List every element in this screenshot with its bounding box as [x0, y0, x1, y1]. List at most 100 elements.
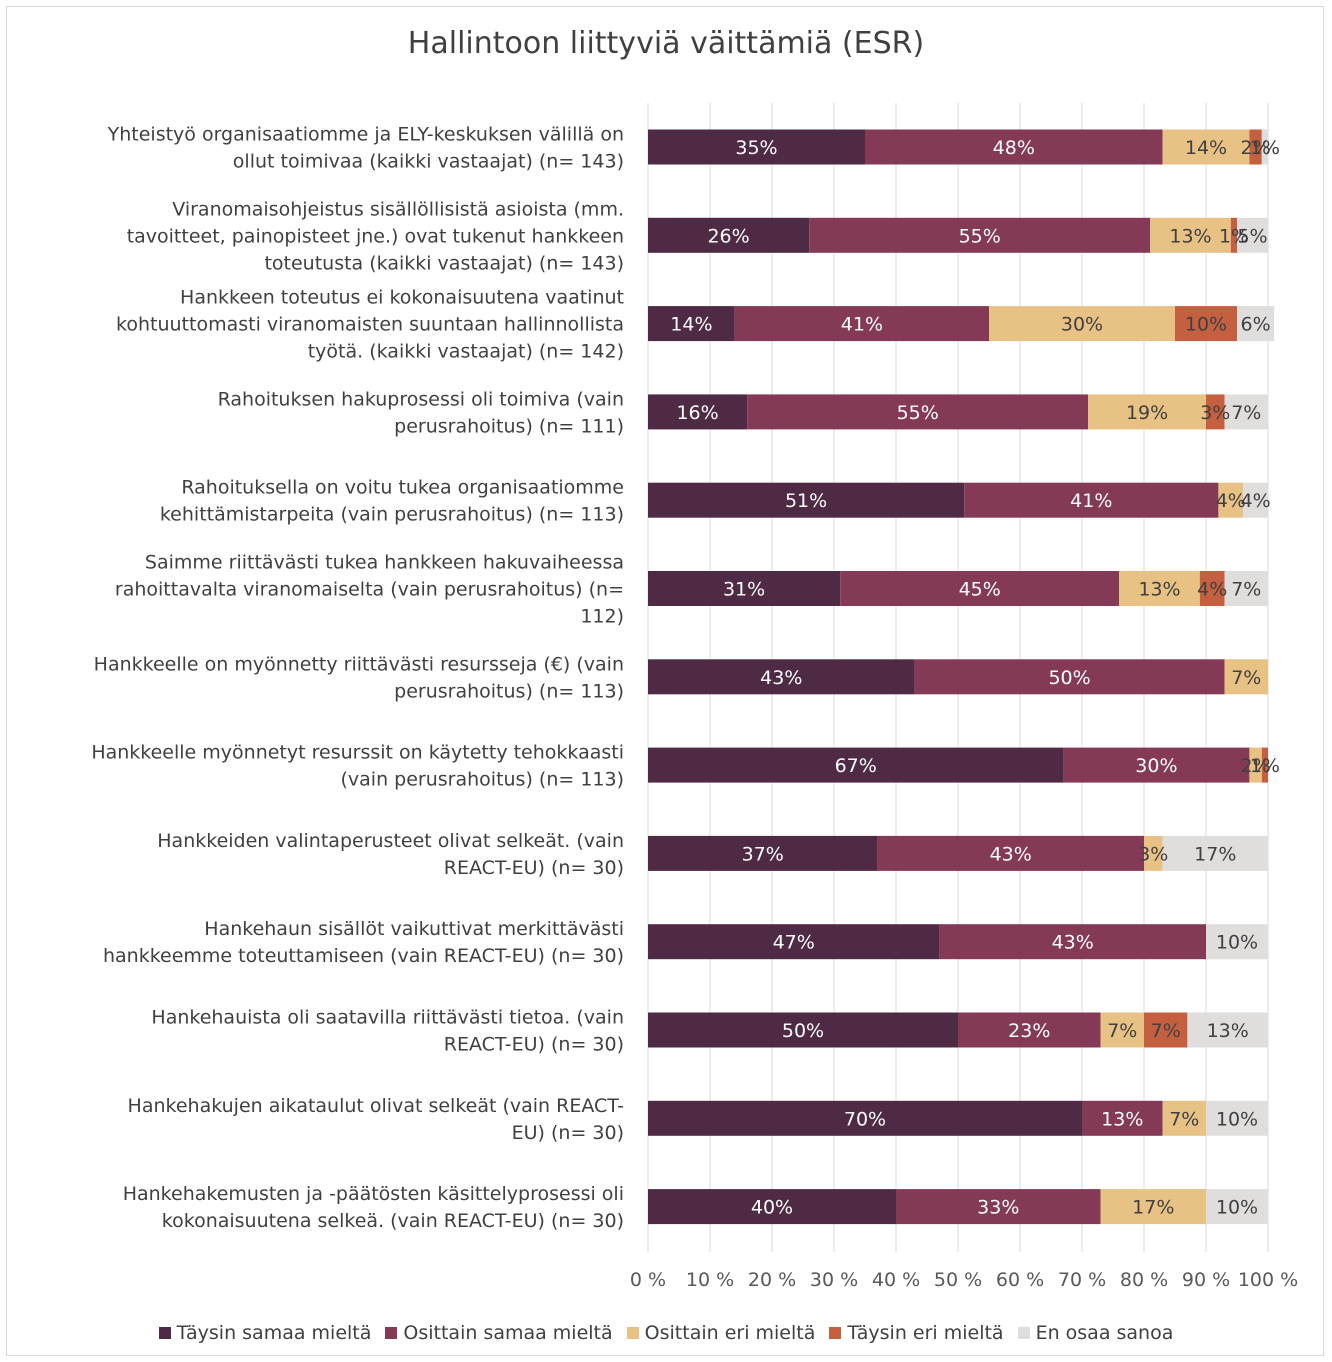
bar-segment	[648, 1012, 958, 1048]
legend-label: Täysin eri mieltä	[847, 1322, 1004, 1344]
data-label: 33%	[977, 1197, 1019, 1219]
category-label: Hankehaun sisällöt vaikuttivat merkittäv…	[103, 918, 624, 967]
category-label: Hankehakemusten ja -päätösten käsittelyp…	[123, 1183, 624, 1232]
data-label: 13%	[1101, 1108, 1143, 1130]
bar-segment	[1144, 835, 1163, 871]
bar-segment	[1237, 217, 1268, 253]
data-label: 4%	[1216, 490, 1246, 512]
category-label: Rahoituksella on voitu tukea organisaati…	[160, 477, 624, 526]
category-label: Hankkeelle on myönnetty riittävästi resu…	[94, 653, 624, 702]
data-label: 50%	[1048, 667, 1090, 689]
bar-segment	[648, 835, 878, 871]
data-labels: 35% 48% 14% 2%1%26% 55% 13% 1%5%14% 41% 30% 10% 6%…	[670, 137, 1280, 1219]
data-label: 1%	[1219, 225, 1249, 247]
data-label: 13%	[1207, 1020, 1249, 1042]
bar-segment	[648, 659, 915, 695]
bar-segment	[1100, 1189, 1206, 1225]
x-tick-label: 30 %	[810, 1269, 858, 1291]
bar-segment	[958, 1012, 1101, 1048]
bar-segment	[648, 571, 841, 606]
chart-title: Hallintoon liittyviä väittämiä (ESR)	[407, 26, 925, 61]
x-tick-labels: 0 % 10 % 20 % 30 % 40 % 50 % 60 % 70 % 80 % 90 % 1…	[630, 1269, 1298, 1291]
x-tick-label: 100 %	[1238, 1269, 1298, 1291]
data-label: 2%	[1241, 755, 1271, 777]
data-label: 51%	[785, 490, 827, 512]
bar-segment	[1206, 394, 1225, 430]
x-tick-label: 80 %	[1120, 1269, 1168, 1291]
x-tick-label: 40 %	[872, 1269, 920, 1291]
bar-segment	[1230, 217, 1237, 253]
category-label: Yhteistyö organisaatiomme ja ELY-keskuks…	[107, 124, 624, 173]
bar-segment	[1162, 129, 1250, 165]
legend-item: Täysin samaa mieltä	[158, 1322, 371, 1344]
bar-segment	[840, 571, 1120, 606]
category-label: Hankehauista oli saatavilla riittävästi …	[151, 1007, 624, 1056]
data-label: 16%	[676, 402, 718, 424]
bar-segment	[809, 217, 1151, 253]
data-label: 55%	[959, 225, 1001, 247]
category-label: Hankkeelle myönnetyt resurssit on käytet…	[91, 742, 624, 791]
data-label: 41%	[841, 314, 883, 336]
data-label: 4%	[1241, 490, 1271, 512]
data-label: 43%	[760, 667, 802, 689]
legend-item: Osittain samaa mieltä	[385, 1322, 613, 1344]
legend-swatch	[626, 1327, 639, 1339]
data-label: 41%	[1070, 490, 1112, 512]
category-label: Hankkeiden valintaperusteet olivat selke…	[157, 830, 624, 879]
legend-item: Osittain eri mieltä	[626, 1322, 816, 1344]
bar-segment	[648, 924, 940, 960]
bar-segment	[648, 1189, 896, 1225]
data-label: 2%	[1241, 137, 1271, 159]
data-label: 30%	[1061, 314, 1103, 336]
data-label: 1%	[1250, 137, 1280, 159]
bar-segment	[1224, 394, 1268, 430]
bar-segment	[1237, 306, 1275, 342]
data-label: 10%	[1216, 932, 1258, 954]
bar-segment	[1100, 1012, 1144, 1048]
data-label: 43%	[1052, 932, 1094, 954]
bar-segment	[989, 306, 1175, 342]
bar-segment	[648, 306, 735, 342]
legend: Täysin samaa mieltä Osittain samaa mieltä…	[0, 1318, 1332, 1348]
category-label: Rahoituksen hakuprosessi oli toimiva (va…	[218, 388, 624, 437]
bar-segment	[648, 394, 748, 430]
data-label: 7%	[1169, 1108, 1199, 1130]
data-label: 13%	[1169, 225, 1211, 247]
bar-segment	[747, 394, 1089, 430]
data-label: 43%	[990, 843, 1032, 865]
data-label: 7%	[1151, 1020, 1181, 1042]
bar-segment	[648, 747, 1064, 783]
data-label: 17%	[1194, 843, 1236, 865]
bar-segments	[648, 129, 1275, 1225]
x-tick-label: 0 %	[630, 1269, 666, 1291]
legend-swatch	[1017, 1327, 1030, 1339]
data-label: 35%	[735, 137, 777, 159]
data-label: 10%	[1216, 1108, 1258, 1130]
data-label: 5%	[1237, 225, 1267, 247]
bar-segment	[1261, 129, 1268, 165]
data-label: 67%	[835, 755, 877, 777]
data-label: 45%	[959, 579, 1001, 601]
category-labels: Yhteistyö organisaatiomme ja ELY-keskuks…	[91, 124, 624, 1233]
bar-segment	[734, 306, 989, 342]
data-label: 13%	[1138, 579, 1180, 601]
legend-label: Osittain samaa mieltä	[403, 1322, 613, 1344]
data-label: 14%	[1185, 137, 1227, 159]
bar-segment	[648, 217, 810, 253]
data-label: 7%	[1107, 1020, 1137, 1042]
data-label: 30%	[1135, 755, 1177, 777]
bar-segment	[1088, 394, 1206, 430]
data-label: 10%	[1185, 314, 1227, 336]
bar-segment	[648, 129, 865, 165]
data-label: 26%	[707, 225, 749, 247]
x-tick-label: 20 %	[748, 1269, 796, 1291]
bar-segment	[877, 835, 1144, 871]
bar-segment	[1082, 1100, 1163, 1136]
legend-label: Osittain eri mieltä	[644, 1322, 816, 1344]
data-label: 48%	[993, 137, 1035, 159]
category-label: Saimme riittävästi tukea hankkeen hakuva…	[115, 552, 624, 628]
data-label: 47%	[773, 932, 815, 954]
bar-segment	[1249, 129, 1262, 165]
x-tick-label: 70 %	[1058, 1269, 1106, 1291]
x-tick-label: 50 %	[934, 1269, 982, 1291]
